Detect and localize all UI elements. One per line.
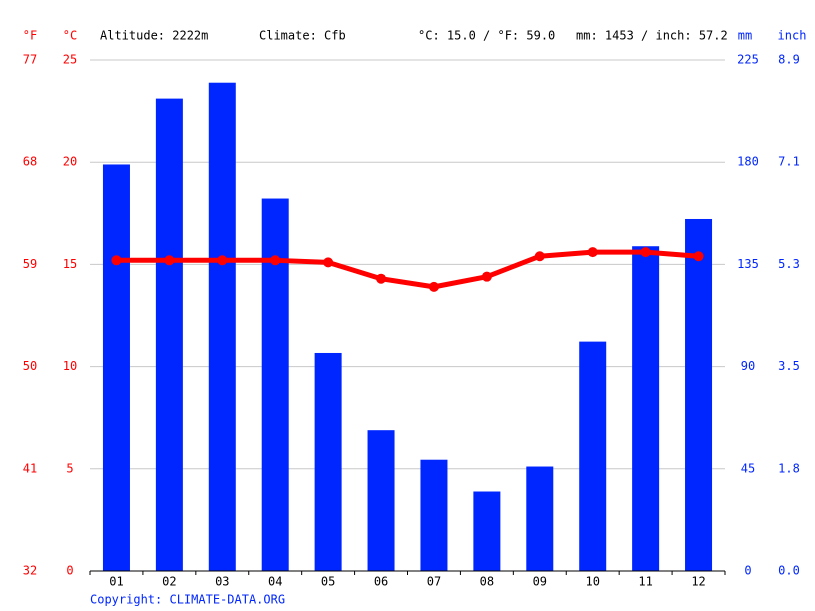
x-tick-label: 01 [109, 575, 123, 589]
bar [314, 352, 342, 571]
temperature-point [534, 251, 545, 262]
x-tick-label: 02 [162, 575, 176, 589]
y-tick-label: 77 [23, 53, 37, 67]
bar [632, 246, 660, 571]
y-tick-label: 8.9 [778, 53, 800, 67]
x-tick-label: 05 [321, 575, 335, 589]
y-tick-label: 20 [63, 155, 77, 169]
temperature-point [217, 255, 228, 266]
annotation: mm: 1453 / inch: 57.2 [576, 29, 728, 43]
y-tick-label: 3.5 [778, 359, 800, 373]
temperature-point [164, 255, 175, 266]
y-tick-label: 90 [741, 359, 755, 373]
y-tick-label: 5 [66, 461, 73, 475]
x-tick-label: 03 [215, 575, 229, 589]
bar [208, 82, 236, 571]
copyright: Copyright: CLIMATE-DATA.ORG [90, 593, 285, 607]
bar [685, 218, 713, 571]
x-tick-label: 09 [533, 575, 547, 589]
bar [155, 98, 183, 571]
temperature-point [323, 257, 334, 268]
y-tick-label: 25 [63, 53, 77, 67]
y-tick-label: 45 [741, 461, 755, 475]
y-tick-label: 50 [23, 359, 37, 373]
inch-axis-label: inch [778, 29, 807, 43]
y-tick-label: 1.8 [778, 461, 800, 475]
y-tick-label: 59 [23, 257, 37, 271]
temperature-point [428, 281, 439, 292]
temperature-point [111, 255, 122, 266]
bar [102, 164, 130, 571]
y-tick-label: 5.3 [778, 257, 800, 271]
temperature-line [116, 249, 699, 290]
bar [579, 341, 607, 571]
c-axis-label: °C [63, 29, 77, 43]
bar [420, 459, 448, 571]
x-tick-label: 04 [268, 575, 282, 589]
f-axis-label: °F [23, 29, 37, 43]
x-tick-label: 10 [585, 575, 599, 589]
bar [261, 198, 289, 571]
y-tick-label: 32 [23, 564, 37, 578]
temperature-point [376, 273, 387, 284]
bar [526, 466, 554, 571]
y-tick-label: 7.1 [778, 155, 800, 169]
bar [367, 430, 395, 571]
y-tick-label: 0 [66, 564, 73, 578]
y-tick-label: 225 [737, 53, 759, 67]
x-tick-label: 12 [691, 575, 705, 589]
y-tick-label: 15 [63, 257, 77, 271]
x-tick-label: 08 [480, 575, 494, 589]
temperature-point [587, 247, 598, 258]
y-tick-label: 10 [63, 359, 77, 373]
temperature-point [481, 271, 492, 282]
y-tick-label: 135 [737, 257, 759, 271]
y-tick-label: 180 [737, 155, 759, 169]
mm-axis-label: mm [738, 29, 752, 43]
y-tick-label: 0 [744, 564, 751, 578]
bar [473, 491, 501, 571]
y-tick-label: 68 [23, 155, 37, 169]
temperature-point [640, 247, 651, 258]
annotation: Altitude: 2222m [100, 29, 208, 43]
temperature-point [270, 255, 281, 266]
x-tick-label: 06 [374, 575, 388, 589]
x-tick-label: 11 [638, 575, 652, 589]
y-tick-label: 41 [23, 461, 37, 475]
annotation: Climate: Cfb [259, 29, 346, 43]
annotation: °C: 15.0 / °F: 59.0 [418, 29, 555, 43]
temperature-point [693, 251, 704, 262]
y-tick-label: 0.0 [778, 564, 800, 578]
x-tick-label: 07 [427, 575, 441, 589]
